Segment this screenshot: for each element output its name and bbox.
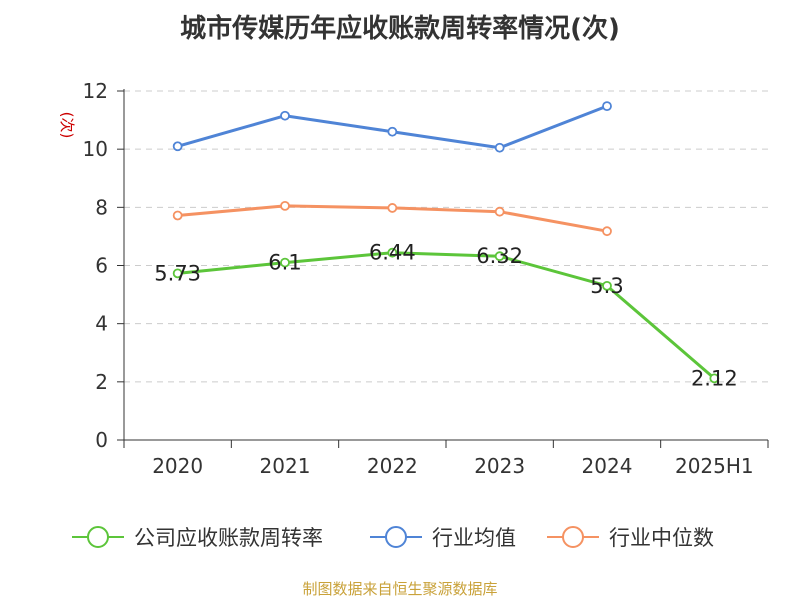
y-tick-label: 2 xyxy=(95,370,108,394)
data-point xyxy=(602,280,612,291)
y-axis-title: (次) xyxy=(58,112,76,139)
data-point xyxy=(280,200,290,211)
y-tick-label: 0 xyxy=(95,428,108,452)
data-point xyxy=(602,101,612,112)
data-point xyxy=(387,203,398,213)
data-label: 5.3 xyxy=(590,274,623,298)
data-point xyxy=(602,226,612,237)
data-label: 6.1 xyxy=(268,251,301,275)
data-point xyxy=(387,126,398,137)
data-point xyxy=(494,142,505,153)
data-label: 6.44 xyxy=(369,241,416,265)
y-tick-label: 6 xyxy=(95,254,108,278)
y-tick-label: 12 xyxy=(83,79,108,103)
legend-marker xyxy=(87,526,109,548)
data-label: 5.73 xyxy=(154,261,201,285)
x-tick-label: 2025H1 xyxy=(675,454,754,478)
y-tick-label: 8 xyxy=(95,195,108,219)
chart-title: 城市传媒历年应收账款周转率情况(次) xyxy=(180,14,620,44)
data-point xyxy=(494,251,505,262)
data-label: 6.32 xyxy=(476,244,523,268)
data-point xyxy=(172,141,183,152)
legend-label: 行业中位数 xyxy=(609,526,714,550)
data-point xyxy=(280,110,290,121)
y-tick-label: 10 xyxy=(83,137,108,161)
series-line xyxy=(177,251,716,380)
data-point xyxy=(172,210,183,221)
data-point xyxy=(709,373,720,384)
legend-marker xyxy=(562,526,584,548)
x-tick-label: 2023 xyxy=(474,454,525,478)
data-point xyxy=(280,257,290,268)
legend-label: 行业均值 xyxy=(432,526,516,550)
source-note: 制图数据来自恒生聚源数据库 xyxy=(302,580,498,598)
x-tick-label: 2022 xyxy=(367,454,418,478)
legend-label: 公司应收账款周转率 xyxy=(134,526,323,550)
data-label: 2.12 xyxy=(691,366,738,390)
x-tick-label: 2020 xyxy=(152,454,203,478)
x-tick-label: 2021 xyxy=(260,454,311,478)
data-point xyxy=(172,268,183,279)
y-tick-label: 4 xyxy=(95,312,108,336)
x-tick-label: 2024 xyxy=(582,454,633,478)
data-point xyxy=(494,206,505,217)
data-point xyxy=(387,247,398,258)
legend-marker xyxy=(385,526,407,548)
